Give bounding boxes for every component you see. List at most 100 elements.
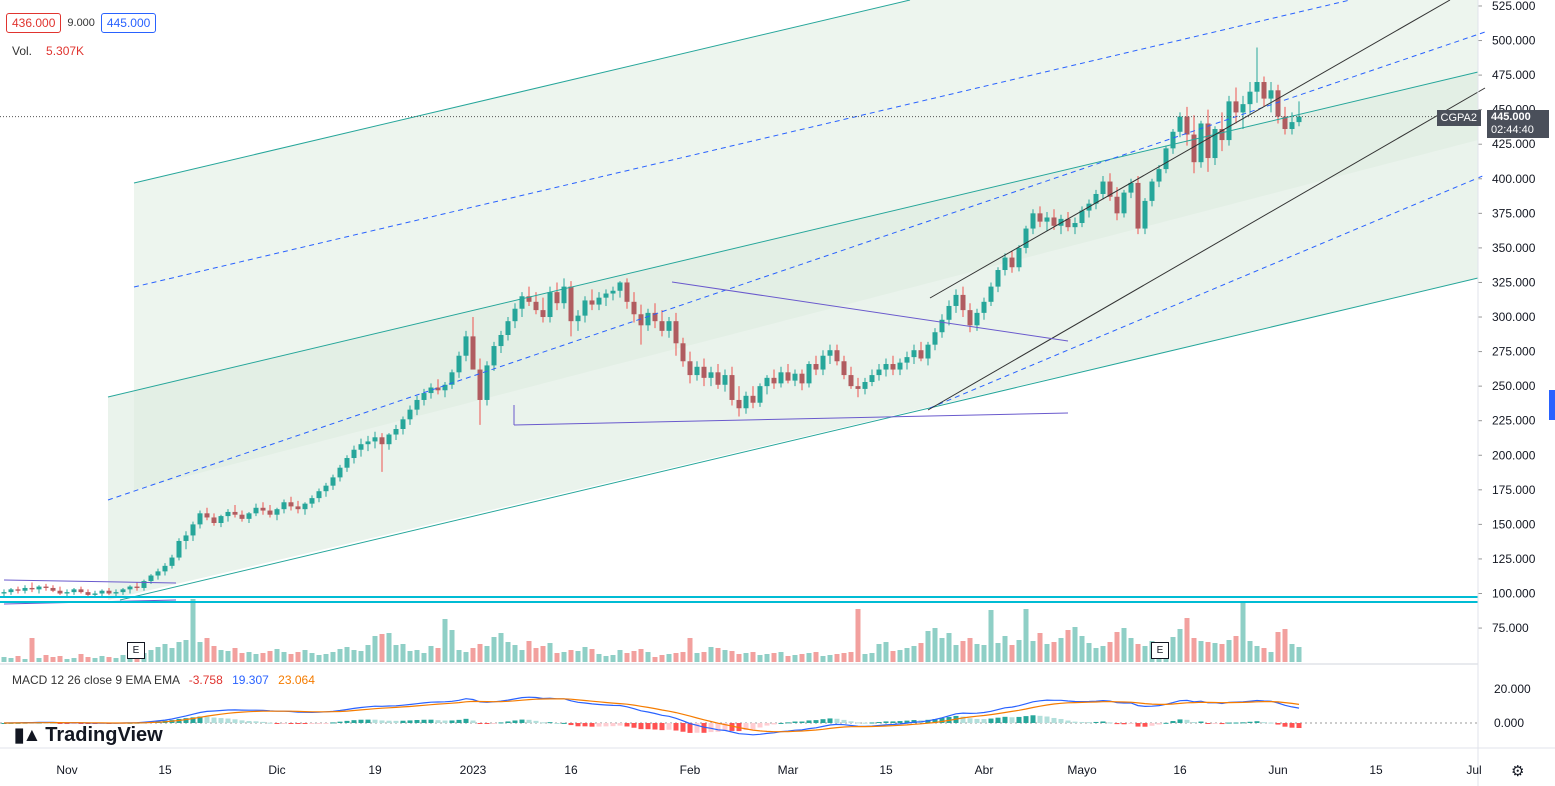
candle-body (1044, 217, 1050, 222)
macd-histogram-bar (183, 718, 189, 723)
volume-bar (162, 644, 168, 662)
macd-histogram-bar (337, 721, 343, 723)
sell-price-button[interactable]: 436.000 (6, 13, 62, 33)
settings-gear-icon[interactable]: ⚙ (1511, 763, 1525, 780)
macd-histogram-bar (344, 720, 350, 723)
macd-histogram-bar (400, 720, 406, 723)
rising-channel-bottom (927, 87, 1486, 411)
earnings-marker[interactable]: E (1151, 642, 1169, 659)
volume-bar (323, 654, 329, 662)
macd-histogram-bar (1254, 721, 1260, 723)
candle-body (813, 364, 819, 370)
macd-histogram-bar (1219, 723, 1225, 725)
macd-histogram-bar (806, 720, 812, 723)
macd-histogram-bar (883, 721, 889, 723)
volume-bar (1079, 636, 1085, 662)
macd-histogram-bar (596, 723, 602, 727)
candle-body (806, 364, 812, 384)
candle-body (596, 297, 602, 305)
volume-bar (540, 646, 546, 662)
volume-bar (57, 656, 63, 662)
macd-histogram-bar (827, 718, 833, 723)
volume-bar (449, 630, 455, 662)
candle-body (1268, 90, 1274, 99)
macd-histogram-bar (939, 718, 945, 723)
volume-bar (92, 658, 98, 662)
macd-histogram-bar (1093, 721, 1099, 723)
volume-bar (169, 648, 175, 662)
macd-histogram-bar (57, 723, 63, 724)
macd-histogram-bar (1142, 723, 1148, 727)
macd-histogram-bar (757, 723, 763, 728)
macd-histogram-bar (1156, 723, 1162, 725)
candle-body (148, 575, 154, 582)
volume-bar (778, 652, 784, 662)
candle-body (1107, 181, 1113, 197)
candle-body (785, 372, 791, 381)
candle-body (1289, 122, 1295, 130)
candle-body (1065, 218, 1071, 228)
volume-bar (729, 651, 735, 662)
candle-body (617, 282, 623, 291)
volume-bar (442, 619, 448, 662)
macd-histogram-bar (904, 720, 910, 723)
buy-price-button[interactable]: 445.000 (100, 13, 157, 33)
channel-upper-line (133, 0, 911, 184)
volume-bar (1261, 648, 1267, 662)
time-tick-label: 15 (879, 763, 893, 777)
macd-histogram-bar (1282, 723, 1288, 727)
candle-body (960, 294, 966, 311)
volume-bar (785, 656, 791, 662)
candle-body (750, 395, 756, 403)
side-panel-handle[interactable] (1549, 390, 1555, 420)
volume-bar (659, 655, 665, 662)
candle-body (8, 589, 14, 593)
volume-bar (547, 643, 553, 662)
time-tick-label: 15 (1369, 763, 1383, 777)
macd-histogram-bar (316, 723, 322, 724)
price-tick-label: 125.000 (1492, 552, 1536, 566)
macd-legend[interactable]: MACD 12 26 close 9 EMA EMA -3.758 19.307… (12, 673, 315, 687)
price-axis[interactable]: 75.000 100.000 125.000 150.000 175.000 200.00… (1477, 0, 1536, 786)
macd-histogram-bar (1100, 721, 1106, 723)
time-axis[interactable]: Nov 15 Dic 19 2023 16 Feb Mar 15 Abr Mayo 16 Jun 15 Ju… (0, 747, 1555, 777)
macd-histogram-bar (498, 722, 504, 724)
candle-body (197, 513, 203, 525)
candle-body (134, 586, 140, 588)
candle-body (519, 296, 525, 309)
candle-body (722, 375, 728, 385)
bar-countdown: 02:44:40 (1491, 124, 1534, 136)
volume-bar (792, 655, 798, 662)
earnings-marker[interactable]: E (127, 642, 145, 659)
volume-bar (764, 654, 770, 662)
macd-tick-label: 20.000 (1494, 682, 1531, 696)
tradingview-brand[interactable]: ▮▲ TradingView (14, 724, 163, 747)
macd-histogram-bar (211, 717, 217, 723)
volume-legend[interactable]: Vol. 5.307K (12, 44, 84, 58)
candle-body (470, 336, 476, 370)
macd-histogram-bar (232, 719, 238, 723)
macd-histogram-bar (603, 723, 609, 727)
macd-histogram-bar (190, 717, 196, 723)
volume-bar (932, 628, 938, 662)
macd-histogram-bar (365, 719, 371, 723)
macd-histogram-bar (862, 722, 868, 724)
macd-histogram-bar (253, 721, 259, 723)
candle-body (176, 540, 182, 558)
volume-bar (1016, 640, 1022, 662)
volume-bar (106, 657, 112, 662)
volume-bar (897, 650, 903, 662)
volume-bar (232, 648, 238, 662)
volume-bar (1191, 638, 1197, 662)
macd-histogram-bar (981, 719, 987, 723)
candle-body (736, 399, 742, 409)
candle-body (526, 296, 532, 302)
rising-channel-top (929, 0, 1451, 299)
macd-histogram-bar (1212, 723, 1218, 724)
candle-body (848, 375, 854, 387)
volume-bar (1030, 641, 1036, 662)
candle-body (421, 393, 427, 400)
volume-bar (1051, 642, 1057, 662)
volume-bar (85, 657, 91, 662)
